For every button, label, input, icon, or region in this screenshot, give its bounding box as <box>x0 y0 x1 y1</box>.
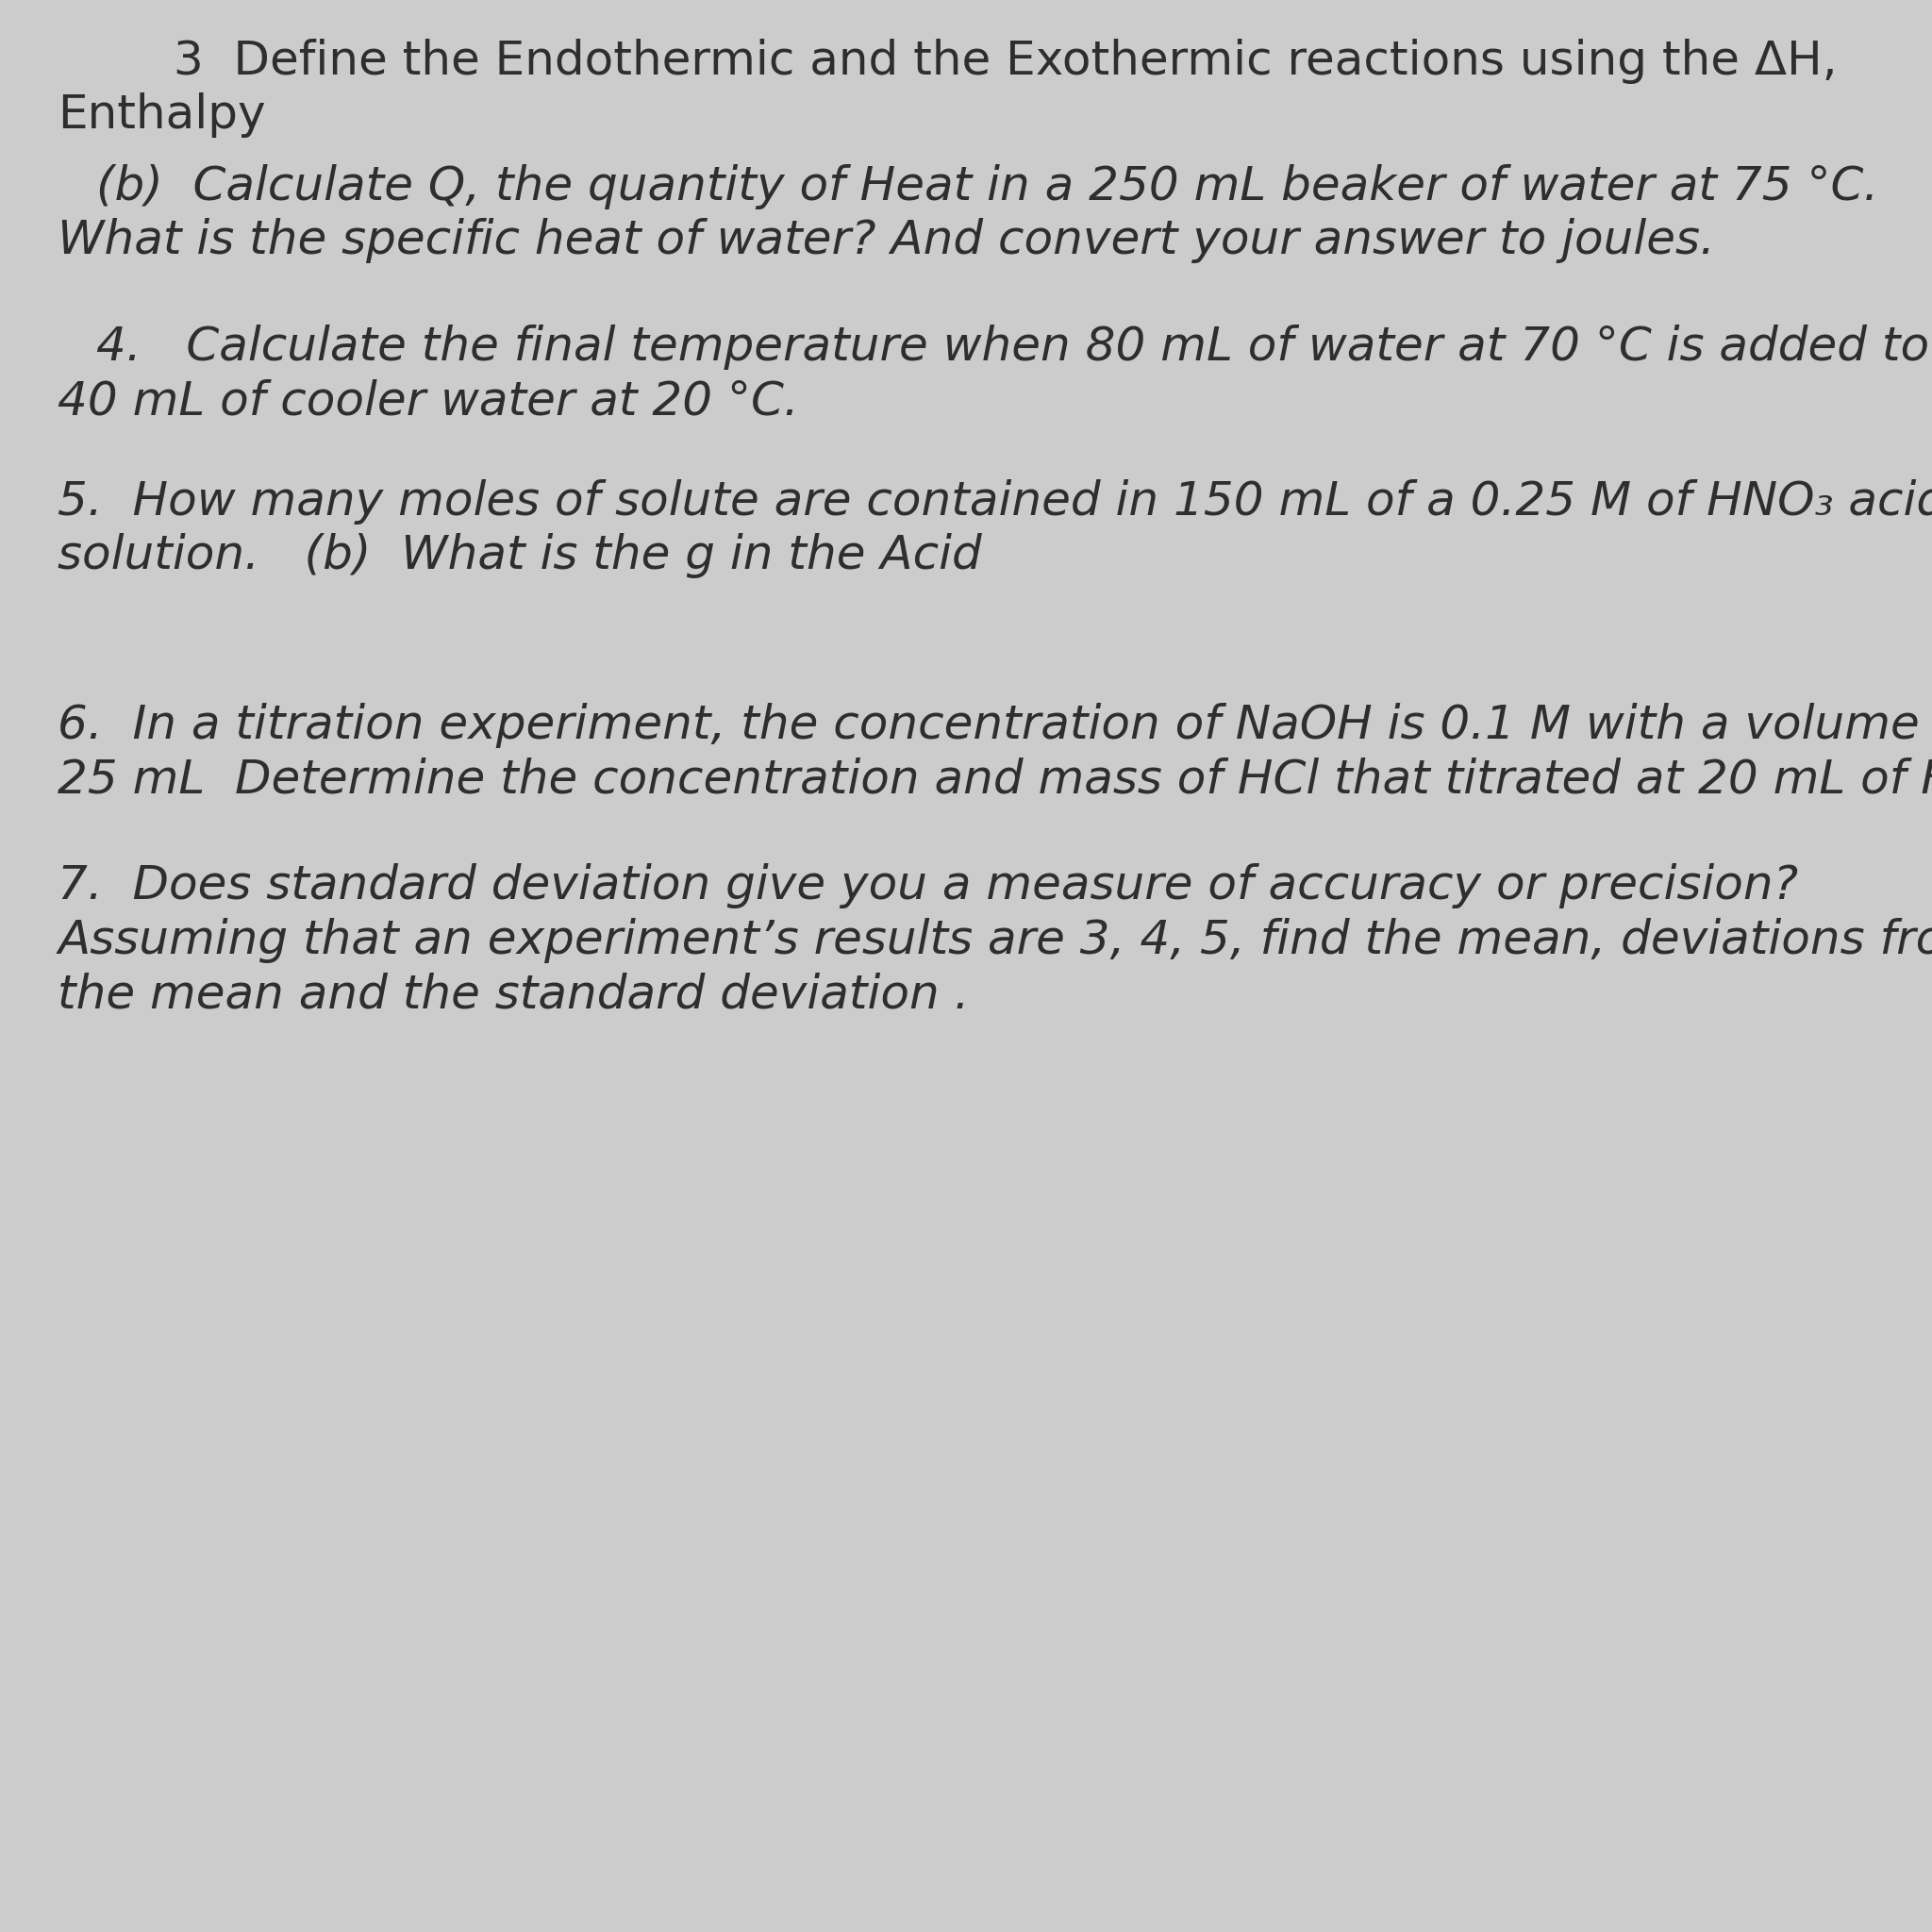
Text: (b)  Calculate Q, the quantity of Heat in a 250 mL beaker of water at 75 °C.: (b) Calculate Q, the quantity of Heat in… <box>97 164 1878 209</box>
Text: 6.  In a titration experiment, the concentration of NaOH is 0.1 M with a volume : 6. In a titration experiment, the concen… <box>58 703 1932 748</box>
Text: 25 mL  Determine the concentration and mass of HCl that titrated at 20 mL of HCl: 25 mL Determine the concentration and ma… <box>58 757 1932 802</box>
Text: 3  Define the Endothermic and the Exothermic reactions using the ΔH,: 3 Define the Endothermic and the Exother… <box>174 39 1837 83</box>
Text: 4.   Calculate the final temperature when 80 mL of water at 70 °C is added to a: 4. Calculate the final temperature when … <box>97 325 1932 369</box>
Text: Enthalpy: Enthalpy <box>58 93 267 137</box>
Text: 5.  How many moles of solute are contained in 150 mL of a 0.25 M of HNO₃ acid: 5. How many moles of solute are containe… <box>58 479 1932 524</box>
Text: solution.   (b)  What is the g in the Acid: solution. (b) What is the g in the Acid <box>58 533 981 578</box>
Text: 7.  Does standard deviation give you a measure of accuracy or precision?: 7. Does standard deviation give you a me… <box>58 864 1799 908</box>
Text: 40 mL of cooler water at 20 °C.: 40 mL of cooler water at 20 °C. <box>58 379 800 423</box>
Text: Assuming that an experiment’s results are 3, 4, 5, find the mean, deviations fro: Assuming that an experiment’s results ar… <box>58 918 1932 962</box>
Text: the mean and the standard deviation .: the mean and the standard deviation . <box>58 972 970 1016</box>
Text: What is the specific heat of water? And convert your answer to joules.: What is the specific heat of water? And … <box>58 218 1716 263</box>
